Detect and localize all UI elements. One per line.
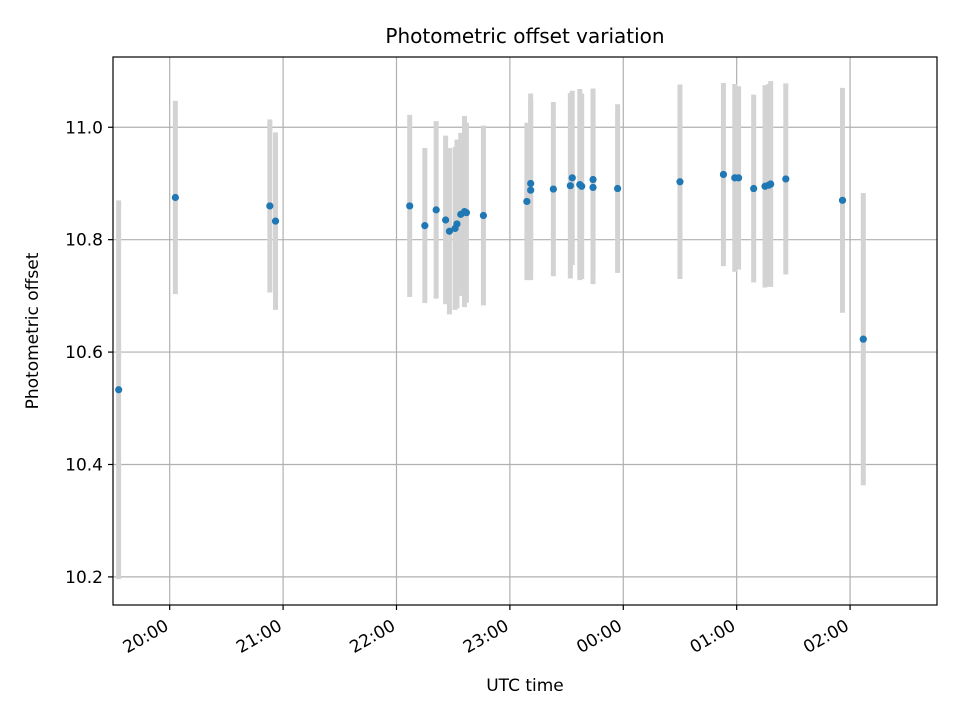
data-point [578, 182, 586, 190]
data-point [568, 174, 576, 182]
data-point [859, 335, 867, 343]
plot-frame [112, 56, 938, 606]
x-axis-title: UTC time [486, 676, 564, 696]
data-point [479, 211, 488, 220]
data-point [421, 222, 429, 230]
data-point [549, 185, 557, 193]
data-point [750, 184, 758, 193]
data-point [266, 202, 274, 210]
y-tick-label: 11.0 [65, 118, 103, 138]
y-tick-label: 10.8 [65, 231, 103, 251]
y-tick-label: 10.6 [65, 343, 103, 363]
data-point [442, 216, 450, 224]
data-point [271, 217, 280, 225]
data-point [566, 182, 574, 190]
data-point [734, 174, 743, 182]
data-point [453, 220, 461, 228]
y-axis-ticks: 10.2 10.4 10.6 10.8 11.0 [65, 118, 113, 588]
data-point [527, 179, 535, 188]
data-point [171, 193, 179, 202]
y-tick-label: 10.2 [65, 568, 103, 588]
data-point [527, 186, 535, 194]
data-point [406, 202, 414, 210]
data-point [782, 175, 790, 183]
data-point [589, 175, 597, 184]
chart-title: Photometric offset variation [385, 24, 664, 48]
y-tick-label: 10.4 [65, 455, 103, 475]
data-point [838, 196, 847, 204]
data-point [589, 183, 597, 191]
data-points [115, 170, 867, 394]
data-point [767, 180, 775, 188]
y-axis-title: Photometric offset [23, 252, 43, 409]
data-point [462, 209, 471, 217]
data-point [115, 386, 123, 394]
data-point [445, 227, 454, 235]
data-point [676, 178, 684, 186]
data-point [523, 197, 531, 206]
data-point [719, 170, 728, 179]
data-point [614, 184, 622, 193]
data-point [432, 206, 440, 214]
